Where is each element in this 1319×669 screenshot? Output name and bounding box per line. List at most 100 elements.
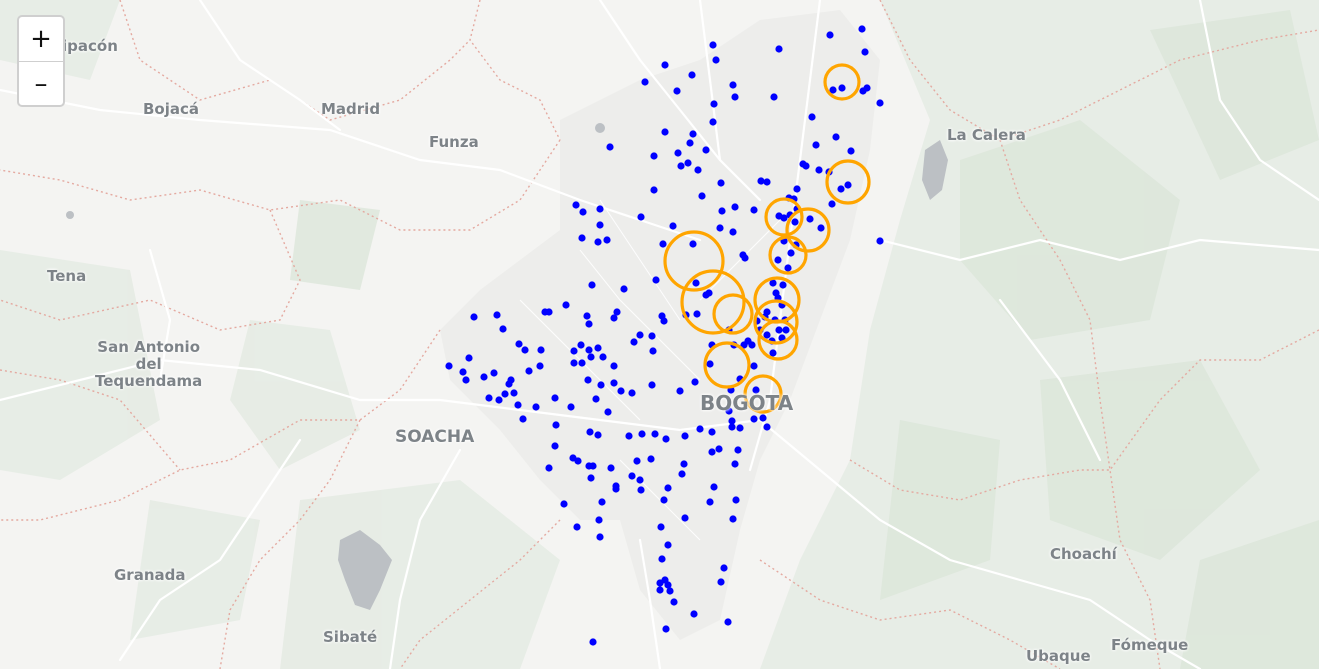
- point-marker[interactable]: [594, 431, 602, 439]
- point-marker[interactable]: [778, 334, 786, 342]
- point-marker[interactable]: [501, 390, 509, 398]
- point-marker[interactable]: [585, 320, 593, 328]
- point-marker[interactable]: [445, 362, 453, 370]
- point-marker[interactable]: [633, 457, 641, 465]
- point-marker[interactable]: [651, 430, 659, 438]
- zoom-in-button[interactable]: +: [30, 24, 52, 54]
- point-marker[interactable]: [681, 514, 689, 522]
- point-marker[interactable]: [694, 166, 702, 174]
- point-marker[interactable]: [759, 414, 767, 422]
- point-marker[interactable]: [684, 159, 692, 167]
- point-marker[interactable]: [791, 218, 799, 226]
- point-marker[interactable]: [560, 500, 568, 508]
- point-marker[interactable]: [674, 149, 682, 157]
- point-marker[interactable]: [589, 638, 597, 646]
- point-marker[interactable]: [709, 118, 717, 126]
- point-marker[interactable]: [770, 93, 778, 101]
- point-marker[interactable]: [844, 181, 852, 189]
- point-marker[interactable]: [628, 389, 636, 397]
- point-marker[interactable]: [637, 213, 645, 221]
- point-marker[interactable]: [729, 515, 737, 523]
- point-marker[interactable]: [567, 403, 575, 411]
- point-marker[interactable]: [715, 445, 723, 453]
- point-marker[interactable]: [817, 224, 825, 232]
- point-marker[interactable]: [662, 435, 670, 443]
- circle-marker[interactable]: [743, 374, 783, 414]
- point-marker[interactable]: [876, 99, 884, 107]
- point-marker[interactable]: [662, 625, 670, 633]
- point-marker[interactable]: [505, 380, 513, 388]
- point-marker[interactable]: [532, 403, 540, 411]
- point-marker[interactable]: [696, 425, 704, 433]
- point-marker[interactable]: [731, 203, 739, 211]
- point-marker[interactable]: [660, 317, 668, 325]
- point-marker[interactable]: [620, 285, 628, 293]
- point-marker[interactable]: [604, 408, 612, 416]
- point-marker[interactable]: [748, 341, 756, 349]
- point-marker[interactable]: [585, 462, 593, 470]
- point-marker[interactable]: [734, 446, 742, 454]
- point-marker[interactable]: [462, 376, 470, 384]
- point-marker[interactable]: [725, 407, 733, 415]
- point-marker[interactable]: [706, 360, 714, 368]
- point-marker[interactable]: [552, 421, 560, 429]
- point-marker[interactable]: [660, 496, 668, 504]
- circle-marker[interactable]: [663, 230, 725, 292]
- point-marker[interactable]: [599, 353, 607, 361]
- point-marker[interactable]: [775, 45, 783, 53]
- point-marker[interactable]: [515, 340, 523, 348]
- point-marker[interactable]: [587, 474, 595, 482]
- point-marker[interactable]: [551, 442, 559, 450]
- point-marker[interactable]: [691, 378, 699, 386]
- point-marker[interactable]: [793, 185, 801, 193]
- point-marker[interactable]: [545, 464, 553, 472]
- point-marker[interactable]: [782, 326, 790, 334]
- point-marker[interactable]: [692, 279, 700, 287]
- point-marker[interactable]: [603, 236, 611, 244]
- point-marker[interactable]: [705, 289, 713, 297]
- circle-marker[interactable]: [785, 207, 831, 253]
- point-marker[interactable]: [709, 41, 717, 49]
- point-marker[interactable]: [763, 331, 771, 339]
- point-marker[interactable]: [689, 240, 697, 248]
- point-marker[interactable]: [636, 476, 644, 484]
- point-marker[interactable]: [625, 432, 633, 440]
- point-marker[interactable]: [480, 373, 488, 381]
- circle-marker[interactable]: [712, 293, 754, 335]
- point-marker[interactable]: [769, 279, 777, 287]
- point-marker[interactable]: [763, 178, 771, 186]
- point-marker[interactable]: [680, 460, 688, 468]
- point-marker[interactable]: [717, 578, 725, 586]
- point-marker[interactable]: [658, 555, 666, 563]
- point-marker[interactable]: [729, 81, 737, 89]
- point-marker[interactable]: [673, 87, 681, 95]
- point-marker[interactable]: [716, 224, 724, 232]
- point-marker[interactable]: [847, 147, 855, 155]
- point-marker[interactable]: [641, 78, 649, 86]
- point-marker[interactable]: [664, 581, 672, 589]
- point-marker[interactable]: [577, 341, 585, 349]
- point-marker[interactable]: [649, 347, 657, 355]
- point-marker[interactable]: [459, 368, 467, 376]
- point-marker[interactable]: [670, 598, 678, 606]
- point-marker[interactable]: [573, 523, 581, 531]
- point-marker[interactable]: [741, 254, 749, 262]
- point-marker[interactable]: [578, 234, 586, 242]
- point-marker[interactable]: [661, 128, 669, 136]
- point-marker[interactable]: [708, 428, 716, 436]
- point-marker[interactable]: [676, 387, 684, 395]
- point-marker[interactable]: [775, 326, 783, 334]
- point-marker[interactable]: [706, 498, 714, 506]
- point-marker[interactable]: [669, 222, 677, 230]
- point-marker[interactable]: [752, 386, 760, 394]
- point-marker[interactable]: [606, 143, 614, 151]
- point-marker[interactable]: [617, 387, 625, 395]
- point-marker[interactable]: [838, 84, 846, 92]
- point-marker[interactable]: [570, 347, 578, 355]
- point-marker[interactable]: [648, 381, 656, 389]
- point-marker[interactable]: [779, 281, 787, 289]
- point-marker[interactable]: [686, 139, 694, 147]
- point-marker[interactable]: [677, 162, 685, 170]
- point-marker[interactable]: [659, 240, 667, 248]
